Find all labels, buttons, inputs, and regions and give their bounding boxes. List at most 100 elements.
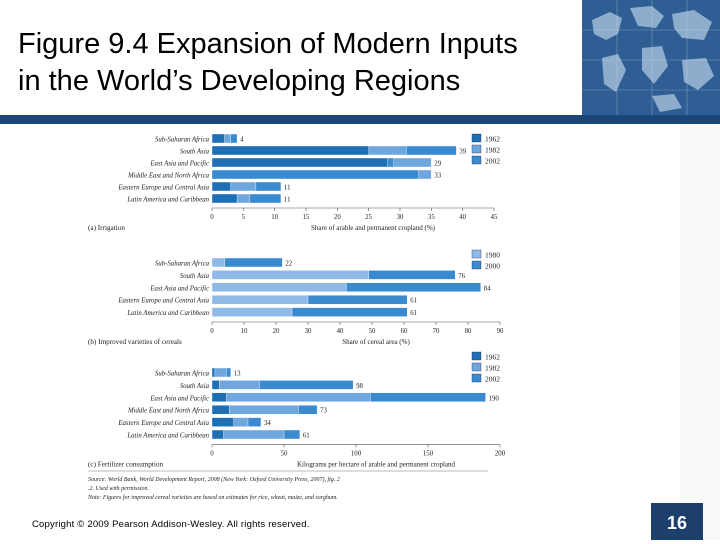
- legend-label-2000: 2000: [485, 262, 500, 271]
- bar-1980: [211, 257, 226, 268]
- x-tick-label: 15: [303, 214, 310, 221]
- bar-value-label: 76: [458, 273, 465, 280]
- bar-1980: [211, 282, 347, 293]
- category-label: Latin America and Caribbean: [126, 310, 209, 317]
- legend-swatch-2000: [471, 260, 482, 270]
- x-tick-label: 60: [401, 328, 408, 335]
- x-tick-label: 80: [465, 328, 472, 335]
- bar-1980: [211, 294, 309, 305]
- title-rule: [0, 115, 720, 124]
- bar-value-label: 61: [410, 298, 417, 305]
- x-tick-label: 0: [210, 214, 214, 221]
- x-tick-label: 0: [210, 328, 214, 335]
- bar-value-label: 84: [484, 285, 491, 292]
- category-label: East Asia and Pacific: [149, 395, 209, 402]
- x-tick-label: 20: [334, 214, 341, 221]
- category-label: Eastern Europe and Central Asia: [117, 185, 209, 192]
- figure-chart: 1962 1982 2002 Sub-Saharan Africa 4 South Asi…: [87, 133, 506, 501]
- bar-value-label: 61: [303, 433, 310, 440]
- category-label: East Asia and Pacific: [149, 285, 209, 292]
- x-axis-label: Kilograms per hectare of arable and perm…: [297, 460, 456, 468]
- x-tick-label: 40: [337, 328, 344, 335]
- bar-1980: [211, 270, 370, 280]
- x-tick-label: 35: [428, 214, 435, 221]
- bar-1962: [211, 181, 231, 192]
- x-tick-label: 30: [397, 214, 404, 221]
- legend-label-1962: 1962: [485, 135, 500, 144]
- bar-1962: [211, 429, 224, 440]
- panel-label: (a) Irrigation: [88, 224, 125, 232]
- legend-label-2002: 2002: [485, 375, 500, 384]
- legend-swatch-1982: [471, 362, 482, 372]
- bar-1962: [211, 133, 225, 144]
- slide-title: Figure 9.4 Expansion of Modern Inputs in…: [18, 26, 578, 100]
- bar-value-label: 33: [434, 173, 441, 180]
- bar-value-label: 29: [434, 161, 441, 168]
- legend-swatch-1962: [471, 351, 482, 361]
- x-tick-label: 200: [495, 450, 506, 457]
- bar-1962: [211, 193, 238, 204]
- bar-value-label: 73: [320, 408, 327, 415]
- category-label: South Asia: [180, 273, 210, 280]
- category-label: South Asia: [180, 383, 210, 390]
- legend-swatch-1982: [471, 144, 482, 154]
- x-tick-label: 20: [273, 328, 280, 335]
- category-label: Latin America and Caribbean: [126, 433, 209, 440]
- x-tick-label: 150: [423, 450, 434, 457]
- world-map-banner: [582, 0, 720, 115]
- x-tick-label: 25: [365, 214, 372, 221]
- x-tick-label: 30: [305, 328, 312, 335]
- title-line-2: in the World’s Developing Regions: [18, 65, 461, 97]
- x-tick-label: 5: [242, 214, 246, 221]
- bar-1962: [211, 392, 227, 402]
- x-tick-label: 0: [210, 450, 214, 457]
- copyright-text: Copyright © 2009 Pearson Addison-Wesley.…: [32, 519, 310, 530]
- bar-value-label: 190: [489, 395, 500, 402]
- legend-label-1962: 1962: [485, 353, 500, 362]
- x-tick-label: 40: [459, 214, 466, 221]
- x-tick-label: 70: [433, 328, 440, 335]
- bar-value-label: 4: [240, 137, 244, 144]
- bar-value-label: 34: [264, 420, 271, 427]
- bar-2002: [211, 169, 420, 180]
- x-axis-label: Share of cereal area (%): [342, 338, 410, 346]
- legend-swatch-1962: [471, 133, 482, 143]
- category-label: Sub-Saharan Africa: [155, 371, 210, 378]
- bar-1962: [211, 417, 234, 427]
- bar-1962: [211, 380, 220, 390]
- title-area: Figure 9.4 Expansion of Modern Inputs in…: [0, 0, 580, 115]
- bar-value-label: 11: [284, 185, 291, 192]
- category-label: East Asia and Pacific: [149, 161, 209, 168]
- source-text-line2: .2. Used with permission.: [88, 486, 149, 492]
- bar-value-label: 98: [356, 383, 363, 390]
- x-axis-label: Share of arable and permanent cropland (…: [311, 224, 436, 232]
- x-tick-label: 50: [369, 328, 376, 335]
- x-tick-label: 10: [241, 328, 248, 335]
- legend-swatch-2002: [471, 155, 482, 165]
- category-label: Eastern Europe and Central Asia: [117, 298, 209, 305]
- source-text-line1: Source: World Bank, World Development Re…: [88, 476, 340, 483]
- legend-swatch-2002: [471, 373, 482, 383]
- category-label: Middle East and North Africa: [127, 408, 210, 415]
- page-number: 16: [651, 503, 703, 540]
- legend-label-2002: 2002: [485, 157, 500, 166]
- category-label: Middle East and North Africa: [127, 173, 210, 180]
- bar-value-label: 13: [234, 371, 241, 378]
- x-tick-label: 10: [271, 214, 278, 221]
- right-margin-strip: [680, 124, 720, 540]
- bar-value-label: 61: [410, 310, 417, 317]
- bar-1962: [211, 157, 388, 168]
- category-label: Sub-Saharan Africa: [155, 261, 210, 268]
- bar-value-label: 22: [285, 261, 292, 268]
- legend-label-1980: 1980: [485, 251, 500, 260]
- x-tick-label: 50: [281, 450, 288, 457]
- bar-1982: [211, 392, 371, 402]
- x-tick-label: 45: [491, 214, 498, 221]
- category-label: South Asia: [180, 149, 210, 156]
- x-tick-label: 100: [351, 450, 362, 457]
- bar-value-label: 39: [459, 149, 466, 156]
- panel-label: (b) Improved varieties of cereals: [88, 338, 182, 346]
- category-label: Eastern Europe and Central Asia: [117, 420, 209, 427]
- panel-label: (c) Fertilizer consumption: [88, 460, 163, 468]
- figure-panel: 1962 1982 2002 Sub-Saharan Africa 4 South Asi…: [84, 128, 506, 508]
